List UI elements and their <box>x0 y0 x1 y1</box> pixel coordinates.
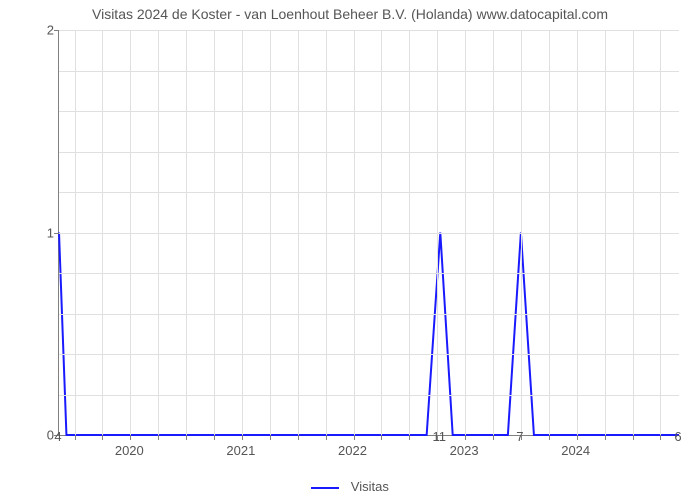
x-tick-label: 2024 <box>561 443 590 458</box>
grid-line-vertical-minor <box>605 30 606 435</box>
grid-line-vertical <box>130 30 131 435</box>
grid-line-vertical-minor <box>158 30 159 435</box>
grid-line-vertical <box>354 30 355 435</box>
x-tick-mark <box>242 435 243 440</box>
x-tick-mark-minor <box>298 435 299 440</box>
data-point-label: 6 <box>674 429 681 444</box>
x-tick-mark-minor <box>102 435 103 440</box>
x-tick-mark-minor <box>605 435 606 440</box>
grid-line-vertical-minor <box>270 30 271 435</box>
x-tick-mark-minor <box>158 435 159 440</box>
grid-line-vertical-minor <box>437 30 438 435</box>
grid-line-vertical-minor <box>493 30 494 435</box>
x-tick-mark-minor <box>409 435 410 440</box>
grid-line-vertical <box>465 30 466 435</box>
x-tick-mark-minor <box>381 435 382 440</box>
grid-line-vertical-minor <box>660 30 661 435</box>
grid-line-vertical <box>577 30 578 435</box>
grid-line-vertical <box>242 30 243 435</box>
grid-line-vertical-minor <box>186 30 187 435</box>
legend: Visitas <box>0 479 700 494</box>
grid-line-vertical-minor <box>214 30 215 435</box>
grid-line-horizontal-minor <box>59 192 679 193</box>
x-tick-mark-minor <box>549 435 550 440</box>
data-point-label: 7 <box>516 429 523 444</box>
chart-container: Visitas 2024 de Koster - van Loenhout Be… <box>0 0 700 500</box>
grid-line-vertical-minor <box>75 30 76 435</box>
grid-line-horizontal <box>59 30 679 31</box>
grid-line-horizontal-minor <box>59 152 679 153</box>
grid-line-horizontal-minor <box>59 273 679 274</box>
x-tick-mark-minor <box>214 435 215 440</box>
x-tick-mark-minor <box>326 435 327 440</box>
y-tick-label: 0 <box>47 428 54 443</box>
grid-line-horizontal-minor <box>59 395 679 396</box>
data-point-label: 4 <box>54 429 61 444</box>
x-tick-label: 2021 <box>226 443 255 458</box>
x-tick-label: 2022 <box>338 443 367 458</box>
data-point-label: 11 <box>433 429 447 444</box>
x-tick-mark-minor <box>493 435 494 440</box>
x-tick-mark-minor <box>660 435 661 440</box>
grid-line-vertical-minor <box>298 30 299 435</box>
legend-line-swatch <box>311 487 339 489</box>
legend-label: Visitas <box>351 479 389 494</box>
x-tick-mark-minor <box>75 435 76 440</box>
grid-line-horizontal-minor <box>59 111 679 112</box>
x-tick-label: 2023 <box>450 443 479 458</box>
grid-line-horizontal-minor <box>59 354 679 355</box>
x-tick-mark-minor <box>186 435 187 440</box>
grid-line-horizontal-minor <box>59 71 679 72</box>
y-tick-label: 2 <box>47 23 54 38</box>
chart-title: Visitas 2024 de Koster - van Loenhout Be… <box>0 6 700 22</box>
x-tick-mark <box>130 435 131 440</box>
grid-line-vertical-minor <box>549 30 550 435</box>
grid-line-vertical-minor <box>633 30 634 435</box>
plot-area <box>58 30 679 436</box>
grid-line-vertical-minor <box>326 30 327 435</box>
x-tick-mark <box>354 435 355 440</box>
grid-line-vertical-minor <box>409 30 410 435</box>
grid-line-horizontal <box>59 233 679 234</box>
x-tick-label: 2020 <box>115 443 144 458</box>
x-tick-mark-minor <box>633 435 634 440</box>
x-tick-mark <box>577 435 578 440</box>
x-tick-mark-minor <box>270 435 271 440</box>
grid-line-vertical-minor <box>521 30 522 435</box>
y-tick-label: 1 <box>47 225 54 240</box>
x-tick-mark <box>465 435 466 440</box>
grid-line-vertical-minor <box>381 30 382 435</box>
grid-line-vertical-minor <box>102 30 103 435</box>
grid-line-horizontal-minor <box>59 314 679 315</box>
